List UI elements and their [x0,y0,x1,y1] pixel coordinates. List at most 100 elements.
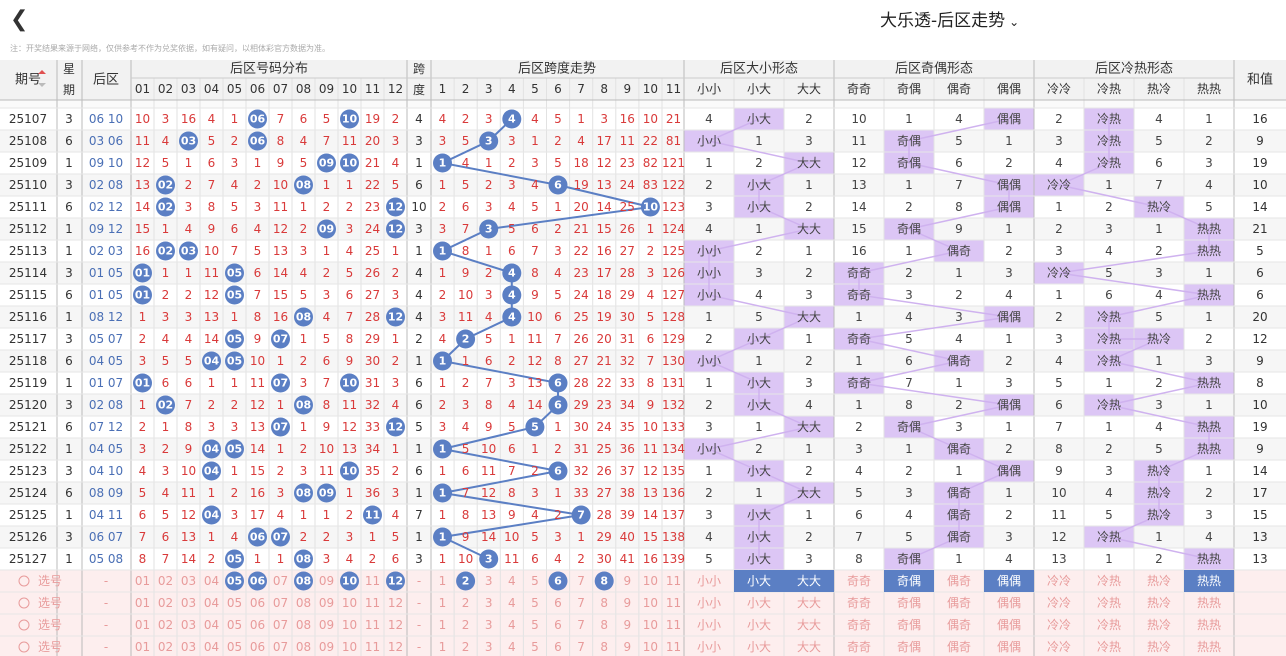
pick-temp[interactable]: 热冷 [1147,574,1171,588]
pick-span[interactable]: 3 [485,618,493,632]
radio-icon[interactable] [18,619,30,631]
pick-span[interactable]: 5 [531,574,539,588]
pick-span[interactable]: 4 [508,640,516,654]
select-row[interactable] [0,570,1286,592]
pick-span[interactable]: 6 [554,618,562,632]
pick-span[interactable]: 6 [554,596,562,610]
pick-ball[interactable]: 10 [342,596,357,610]
selected-ball-number[interactable]: 12 [388,575,403,588]
pick-temp[interactable]: 冷冷 [1047,640,1071,654]
pick-ball[interactable]: 03 [181,640,196,654]
pick-ball[interactable]: 03 [181,574,196,588]
selected-ball[interactable] [386,571,405,591]
sort-desc-icon[interactable] [38,83,46,87]
pick-size[interactable]: 小小 [697,574,721,588]
pick-ball[interactable]: 04 [204,596,219,610]
pick-temp[interactable]: 冷冷 [1047,618,1071,632]
pick-size[interactable]: 小大 [747,596,771,610]
pick-ball[interactable]: 09 [319,596,334,610]
pick-ball[interactable]: 08 [296,596,311,610]
pick-span[interactable]: 9 [623,596,631,610]
radio-icon[interactable] [18,641,30,653]
pick-ball[interactable]: 09 [319,618,334,632]
select-label[interactable]: 选号 [38,574,62,588]
pick-span[interactable]: 11 [666,618,681,632]
pick-span[interactable]: 5 [531,640,539,654]
radio-icon[interactable] [18,597,30,609]
pick-ball[interactable]: 11 [365,596,380,610]
selected-ball[interactable] [340,571,359,591]
pick-span[interactable]: 6 [554,640,562,654]
pick-span[interactable]: 2 [462,618,470,632]
pick-size[interactable]: 小小 [697,618,721,632]
pick-span[interactable]: 7 [577,618,585,632]
pick-ball[interactable]: 09 [319,640,334,654]
pick-size[interactable]: 大大 [797,640,821,654]
select-label[interactable]: 选号 [38,596,62,610]
pick-span[interactable]: 4 [508,574,516,588]
pick-parity[interactable]: 偶奇 [947,596,971,610]
pick-parity[interactable]: 奇奇 [847,574,871,588]
pick-span[interactable]: 3 [485,574,493,588]
pick-parity[interactable]: 偶偶 [997,618,1021,632]
selected-span-ball[interactable] [594,571,614,591]
pick-ball[interactable]: 03 [181,596,196,610]
pick-ball[interactable]: 09 [319,574,334,588]
selected-temp[interactable] [1184,570,1234,592]
pick-ball[interactable]: 07 [273,640,288,654]
selected-ball-number[interactable]: 08 [296,575,311,588]
pick-ball[interactable]: 05 [227,640,242,654]
pick-ball[interactable]: 07 [273,618,288,632]
pick-ball[interactable]: 02 [158,618,173,632]
pick-ball[interactable]: 07 [273,574,288,588]
pick-temp[interactable]: 热热 [1197,618,1221,632]
selected-span-number[interactable]: 6 [554,575,562,588]
pick-span[interactable]: 8 [600,596,608,610]
pick-ball[interactable]: 06 [250,596,265,610]
selected-span-number[interactable]: 2 [462,575,470,588]
pick-ball[interactable]: 10 [342,640,357,654]
pick-temp[interactable]: 热热 [1197,574,1221,588]
pick-span[interactable]: 7 [577,640,585,654]
pick-ball[interactable]: 12 [388,596,403,610]
pick-span[interactable]: 1 [439,574,447,588]
pick-ball[interactable]: 02 [158,596,173,610]
pick-span[interactable]: 7 [577,596,585,610]
pick-span[interactable]: 7 [577,574,585,588]
selected-parity[interactable] [984,570,1034,592]
pick-ball[interactable]: 08 [296,618,311,632]
chevron-left-icon[interactable]: ❮ [10,7,29,32]
pick-span[interactable]: 4 [508,596,516,610]
pick-size[interactable]: 大大 [797,596,821,610]
pick-span[interactable]: 4 [508,618,516,632]
pick-span[interactable]: 5 [531,596,539,610]
selected-ball-number[interactable]: 10 [342,575,358,588]
pick-size[interactable]: 小小 [697,640,721,654]
select-label[interactable]: 选号 [38,640,62,654]
pick-ball[interactable]: 01 [135,574,150,588]
select-row[interactable] [0,614,1286,636]
pick-parity[interactable]: 奇偶 [897,574,921,588]
pick-parity[interactable]: 偶奇 [947,640,971,654]
selected-ball[interactable] [294,571,313,591]
pick-parity[interactable]: 偶偶 [997,640,1021,654]
pick-parity[interactable]: 奇偶 [897,618,921,632]
selected-span-ball[interactable] [456,571,476,591]
pick-parity[interactable]: 奇偶 [897,596,921,610]
pick-temp[interactable]: 热冷 [1147,596,1171,610]
pick-temp[interactable]: 冷热 [1097,574,1121,588]
pick-span[interactable]: 10 [643,596,658,610]
pick-ball[interactable]: 12 [388,618,403,632]
selected-ball[interactable] [248,571,267,591]
pick-span[interactable]: 8 [600,618,608,632]
pick-ball[interactable]: 12 [388,640,403,654]
pick-ball[interactable]: 11 [365,640,380,654]
pick-parity[interactable]: 奇奇 [847,618,871,632]
pick-size[interactable]: 大大 [797,618,821,632]
pick-span[interactable]: 1 [439,618,447,632]
pick-temp[interactable]: 热冷 [1147,618,1171,632]
pick-temp[interactable]: 冷热 [1097,618,1121,632]
selected-size[interactable] [784,570,834,592]
pick-span[interactable]: 9 [623,640,631,654]
pick-temp[interactable]: 冷热 [1097,640,1121,654]
